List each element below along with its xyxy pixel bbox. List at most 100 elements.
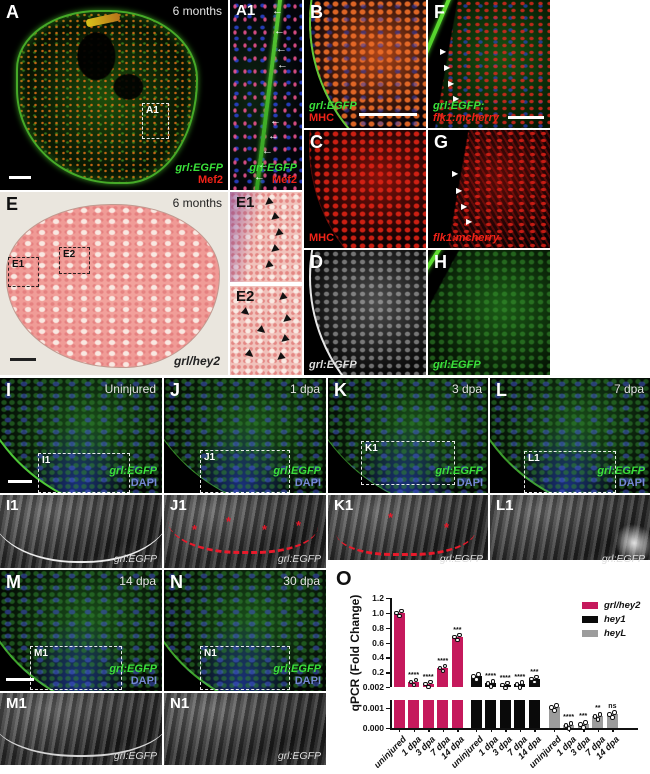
- legend-swatch: [582, 616, 598, 623]
- arrow-icon: ←: [276, 43, 287, 55]
- heart-section-fluorescence: [16, 10, 198, 184]
- inset-box-label: E2: [63, 249, 76, 260]
- bar: [606, 714, 618, 728]
- arrow-icon: ←: [262, 145, 273, 157]
- bar: [393, 612, 405, 687]
- significance-label: ****: [408, 671, 420, 679]
- x-tick-mark: [399, 728, 401, 732]
- data-point-dot: [592, 714, 598, 719]
- significance-label: ****: [563, 714, 575, 721]
- panel-N: N 30 dpa N1 grl:EGFP DAPI: [164, 570, 326, 691]
- scale-bar: [9, 176, 31, 179]
- reporter-label-egfp: grl:EGFP: [273, 464, 321, 477]
- asterisk: *: [296, 518, 302, 533]
- data-point-dot: [408, 679, 414, 685]
- inset-box-L1: L1: [524, 451, 616, 493]
- timepoint-label: 14 dpa: [119, 574, 156, 588]
- panel-letter: L1: [496, 497, 514, 514]
- stain-label-dapi: DAPI: [456, 477, 483, 490]
- y-tick-mark: [386, 598, 390, 600]
- panel-letter: J1: [170, 497, 187, 514]
- reporter-label-egfp: grl:EGFP: [309, 99, 357, 112]
- bar: [470, 700, 482, 728]
- legend-item: grl/hey2: [582, 600, 648, 612]
- arrowhead-icon: ▶: [453, 94, 460, 103]
- dark-region: [428, 130, 550, 248]
- data-point-dot: [578, 722, 583, 727]
- significance-label: ****: [437, 657, 449, 665]
- y-tick-mark: [386, 627, 390, 630]
- x-tick-mark: [519, 728, 522, 732]
- stain-label-dapi: DAPI: [294, 675, 321, 688]
- y-tick-label: 0.2: [372, 667, 384, 678]
- marker-label-flk1: flk1:mcherry: [433, 232, 500, 245]
- reporter-label-egfp: grl:EGFP: [435, 464, 483, 477]
- panel-letter: B: [310, 2, 323, 22]
- scale-bar: [8, 480, 32, 483]
- y-tick-label: 0.6: [372, 637, 384, 648]
- reporter-label-egfp: grl:EGFP: [433, 359, 481, 372]
- marker-label-mhc: MHC: [309, 232, 335, 245]
- panel-letter: I1: [6, 497, 19, 514]
- panel-E1: E1 ▶ ▶ ▶ ▶ ▶: [230, 192, 302, 282]
- panel-letter: C: [310, 132, 323, 152]
- data-point-dot: [423, 681, 428, 687]
- data-point-dot: [485, 681, 491, 686]
- asterisk: *: [262, 522, 268, 537]
- inset-box-label: A1: [146, 105, 159, 116]
- y-tick-mark: [386, 642, 390, 644]
- data-point-dot: [399, 608, 404, 614]
- panel-M1: M1 grl:EGFP: [0, 693, 162, 765]
- y-tick-label: 0.001: [362, 703, 384, 713]
- reporter-label-egfp: grl:EGFP: [249, 161, 297, 174]
- arrow-icon: ←: [272, 5, 283, 17]
- marker-label-mef2: Mef2: [271, 174, 297, 187]
- legend-item: hey1: [582, 614, 648, 626]
- asterisk: *: [444, 520, 450, 535]
- y-tick-label: 0.4: [372, 652, 384, 663]
- data-point-dot: [440, 668, 446, 674]
- panel-letter: G: [434, 132, 449, 152]
- panel-letter: O: [336, 568, 352, 590]
- data-point-dot: [411, 682, 417, 688]
- data-point-dot: [488, 684, 494, 689]
- panel-K1: * * K1 grl:EGFP: [328, 495, 488, 568]
- panel-letter: N1: [170, 695, 190, 712]
- panel-J1: * * * * J1 grl:EGFP: [164, 495, 326, 568]
- timepoint-label: 30 dpa: [283, 574, 320, 588]
- data-point-dot: [612, 710, 617, 715]
- data-point-dot: [505, 680, 510, 686]
- data-point-dot: [597, 712, 603, 717]
- y-axis-lower: [390, 700, 392, 728]
- reporter-label-egfp: grl:EGFP: [109, 464, 157, 477]
- bar: [393, 700, 405, 728]
- reporter-label-egfp: grl:EGFP: [439, 552, 483, 565]
- reporter-label-egfp: grl:EGFP: [113, 749, 157, 762]
- scale-bar: [6, 678, 34, 681]
- bar: [548, 707, 560, 728]
- plot-area: 1.2 1.0 0.8 0.6 0.4 0.2 0.002 0.001 0.000 uninjur…: [326, 560, 650, 774]
- data-point-dot: [490, 679, 496, 684]
- asterisk: *: [226, 514, 232, 529]
- significance-label: ****: [514, 674, 526, 682]
- data-point-dot: [455, 637, 460, 643]
- panel-D: D grl:EGFP: [304, 250, 426, 375]
- data-point-dot: [583, 720, 588, 725]
- arrowhead-icon: ▶: [279, 312, 293, 327]
- inset-box-E1: E1: [8, 257, 39, 287]
- panel-J: J 1 dpa J1 grl:EGFP DAPI: [164, 378, 326, 493]
- x-tick-mark: [476, 728, 478, 732]
- inset-box-label: I1: [42, 455, 51, 466]
- y-tick-label: 0.000: [362, 723, 384, 733]
- inset-box-I1: I1: [38, 453, 130, 493]
- data-point-dot: [474, 677, 479, 682]
- stain-label-dapi: DAPI: [130, 675, 157, 688]
- panel-K: K 3 dpa K1 grl:EGFP DAPI: [328, 378, 488, 493]
- data-point-dot: [457, 632, 462, 638]
- bar: [451, 636, 463, 687]
- x-tick-mark: [413, 728, 415, 732]
- arrowhead-icon: ▶: [277, 332, 291, 347]
- panel-letter: A1: [236, 2, 256, 19]
- significance-label: ***: [530, 668, 539, 676]
